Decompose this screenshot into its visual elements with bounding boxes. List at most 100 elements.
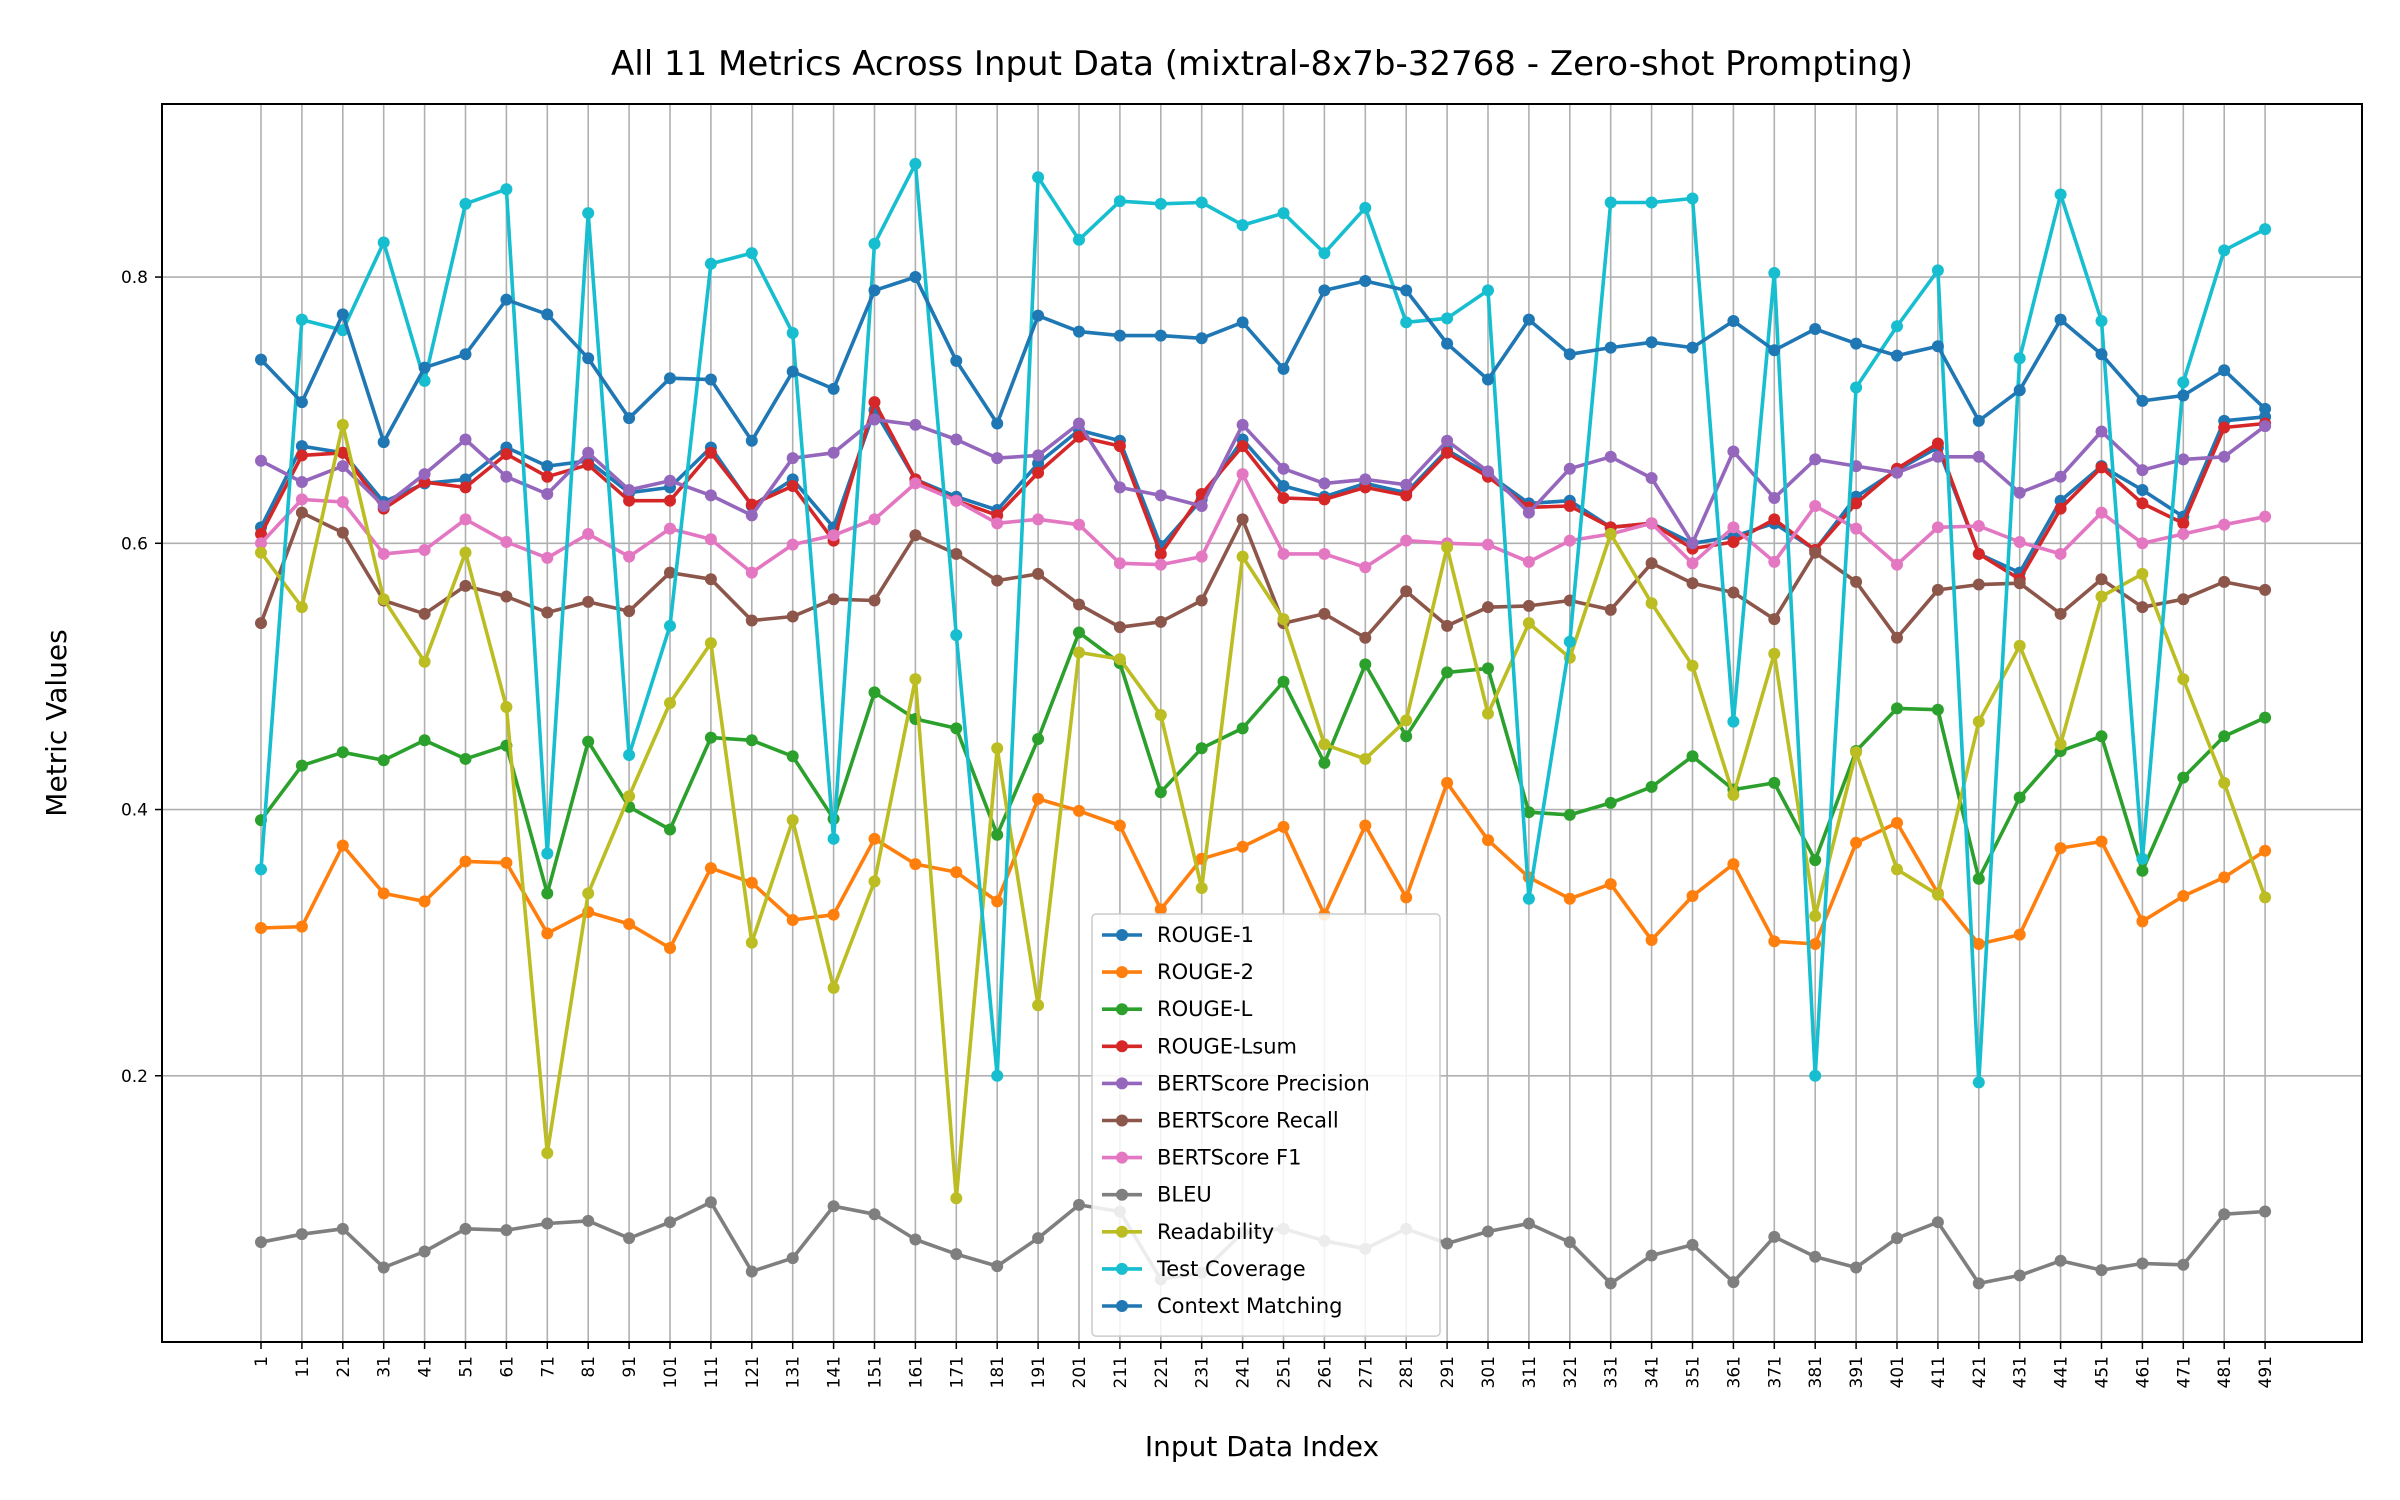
data-point — [2054, 738, 2067, 751]
x-tick-label: 461 — [2133, 1356, 2153, 1388]
data-point — [377, 547, 390, 560]
data-point — [1931, 583, 1944, 596]
data-point — [2054, 470, 2067, 483]
data-point — [1441, 619, 1454, 632]
data-point — [1318, 247, 1331, 260]
series-readability — [255, 418, 2272, 1205]
legend-label: Context Matching — [1157, 1294, 1343, 1318]
data-point — [1113, 440, 1126, 453]
data-point — [2136, 484, 2149, 497]
data-point — [1850, 836, 1863, 849]
data-point — [336, 446, 349, 459]
data-point — [295, 476, 308, 489]
data-point — [1604, 196, 1617, 209]
data-point — [1277, 462, 1290, 475]
data-point — [623, 412, 636, 425]
x-tick-label: 471 — [2174, 1356, 2194, 1388]
data-point — [377, 436, 390, 449]
data-point — [704, 1196, 717, 1209]
data-point — [745, 498, 758, 511]
x-tick-label: 271 — [1356, 1356, 1376, 1388]
data-point — [704, 533, 717, 546]
legend-label: BLEU — [1157, 1183, 1212, 1207]
data-point — [1727, 788, 1740, 801]
data-point — [1277, 547, 1290, 560]
data-point — [336, 496, 349, 509]
data-point — [623, 748, 636, 761]
data-point — [704, 489, 717, 502]
data-point — [745, 614, 758, 627]
data-point — [1441, 541, 1454, 554]
x-tick-label: 241 — [1234, 1356, 1254, 1388]
data-point — [1972, 547, 1985, 560]
data-point — [582, 458, 595, 471]
data-point — [418, 1245, 431, 1258]
data-point — [2095, 461, 2108, 474]
data-point — [418, 374, 431, 387]
data-point — [1686, 750, 1699, 763]
data-point — [950, 433, 963, 446]
data-point — [582, 446, 595, 459]
data-point — [1236, 840, 1249, 853]
plot-area-frame — [161, 103, 2363, 1343]
data-point — [500, 1224, 513, 1237]
data-point — [295, 449, 308, 462]
x-tick-label: 161 — [906, 1356, 926, 1388]
data-point — [1277, 362, 1290, 375]
data-point — [909, 1233, 922, 1246]
data-point — [1891, 320, 1903, 333]
legend-marker — [1116, 1151, 1128, 1164]
data-point — [1891, 466, 1903, 479]
x-tick-label: 231 — [1193, 1356, 1213, 1388]
data-point — [2177, 453, 2190, 466]
data-point — [500, 856, 513, 869]
data-point — [1032, 732, 1045, 745]
data-point — [1441, 776, 1454, 789]
data-point — [991, 452, 1004, 465]
x-tick-label: 261 — [1315, 1356, 1335, 1388]
data-point — [459, 197, 472, 210]
data-point — [786, 814, 799, 827]
data-point — [2259, 510, 2272, 523]
data-point — [1891, 816, 1903, 829]
data-point — [704, 373, 717, 386]
data-point — [1154, 709, 1167, 722]
data-point — [500, 701, 513, 714]
data-point — [1727, 715, 1740, 728]
data-point — [1195, 332, 1208, 345]
data-point — [541, 470, 554, 483]
legend-marker — [1116, 1003, 1128, 1016]
data-point — [827, 529, 840, 542]
data-point — [868, 513, 881, 526]
x-tick-label: 51 — [457, 1356, 477, 1378]
data-point — [1972, 715, 1985, 728]
data-point — [377, 500, 390, 513]
data-point — [1768, 344, 1781, 357]
data-point — [1482, 284, 1494, 297]
data-point — [1645, 336, 1658, 349]
data-point — [2218, 1208, 2231, 1221]
data-point — [664, 494, 676, 507]
data-point — [1400, 585, 1413, 598]
data-point — [664, 823, 676, 836]
legend-item: Readability — [1102, 1220, 1274, 1244]
data-point — [2259, 420, 2272, 433]
data-point — [1604, 603, 1617, 616]
legend-label: ROUGE-1 — [1157, 923, 1254, 947]
x-tick-label: 181 — [988, 1356, 1008, 1388]
data-point — [1482, 662, 1494, 675]
legend-marker — [1116, 1225, 1128, 1238]
data-point — [2218, 364, 2231, 377]
data-point — [1522, 555, 1535, 568]
data-point — [1195, 500, 1208, 513]
data-point — [295, 506, 308, 519]
data-point — [991, 517, 1004, 530]
data-point — [255, 527, 267, 540]
series-line — [259, 510, 2266, 640]
data-point — [1400, 284, 1413, 297]
data-point — [827, 908, 840, 921]
data-point — [1073, 430, 1085, 443]
data-point — [1236, 316, 1249, 329]
data-point — [704, 257, 717, 270]
series-lines — [255, 157, 2272, 1290]
